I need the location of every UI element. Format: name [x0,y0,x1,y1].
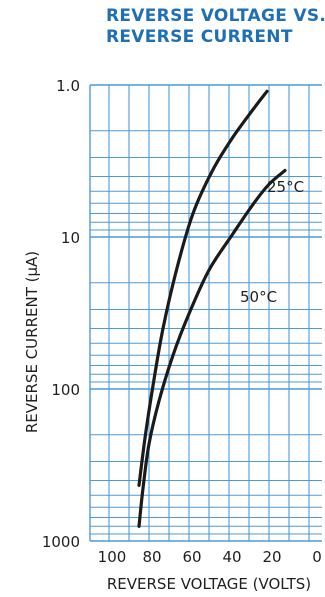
x-tick-labels: 100 80 60 40 20 0 [98,548,322,566]
x-tick-label: 100 [98,548,127,566]
x-tick-label: 80 [142,548,161,566]
curve-label-25c: 25°C [267,178,304,196]
y-tick-label: 1.0 [56,77,80,95]
y-tick-label: 100 [51,381,80,399]
y-tick-label: 1000 [42,533,80,551]
curve-25c [137,89,269,487]
y-axis-label: REVERSE CURRENT (μA) [23,251,41,433]
chart-title-line-1: REVERSE VOLTAGE VS. [106,6,325,26]
curve-label-50c: 50°C [240,288,277,306]
chart-curves [137,89,287,528]
y-tick-label: 10 [61,229,80,247]
x-tick-label: 0 [312,548,322,566]
y-tick-labels: 1.0 10 100 1000 [42,77,80,551]
chart-grid [89,84,322,542]
chart-title-line-2: REVERSE CURRENT [106,27,293,47]
x-axis-label: REVERSE VOLTAGE (VOLTS) [107,575,311,593]
chart-title: REVERSE VOLTAGE VS. REVERSE CURRENT [106,6,325,48]
curve-50c [137,168,287,528]
x-tick-label: 60 [182,548,201,566]
x-tick-label: 40 [222,548,241,566]
x-tick-label: 20 [262,548,281,566]
